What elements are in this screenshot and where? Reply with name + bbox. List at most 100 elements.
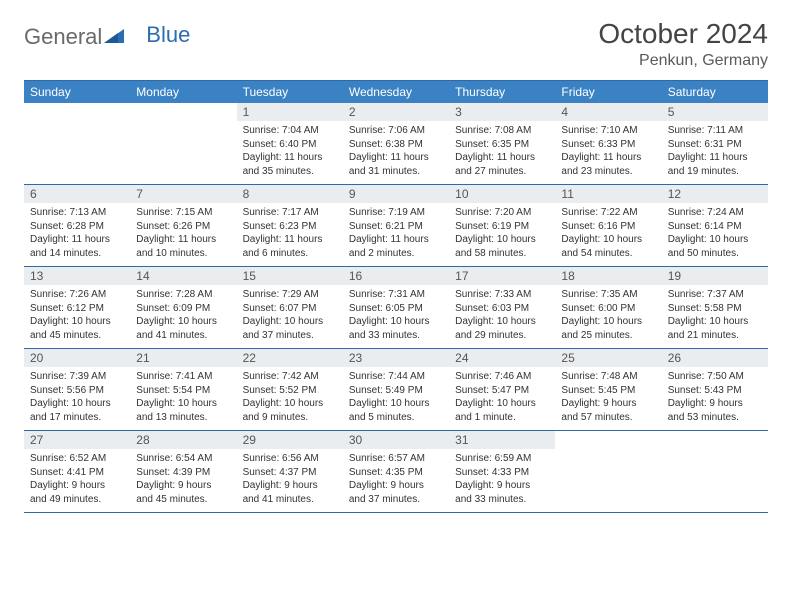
day-cell: 1Sunrise: 7:04 AMSunset: 6:40 PMDaylight… bbox=[237, 103, 343, 184]
day-cell: 14Sunrise: 7:28 AMSunset: 6:09 PMDayligh… bbox=[130, 267, 236, 348]
sunset-text: Sunset: 6:16 PM bbox=[561, 220, 655, 234]
day-number: 3 bbox=[449, 103, 555, 121]
daylight-text: Daylight: 11 hours and 19 minutes. bbox=[668, 151, 762, 178]
sunrise-text: Sunrise: 7:04 AM bbox=[243, 124, 337, 138]
day-info: Sunrise: 7:41 AMSunset: 5:54 PMDaylight:… bbox=[136, 370, 230, 424]
day-number: 22 bbox=[237, 349, 343, 367]
day-cell bbox=[24, 103, 130, 184]
sunrise-text: Sunrise: 7:24 AM bbox=[668, 206, 762, 220]
sunrise-text: Sunrise: 7:08 AM bbox=[455, 124, 549, 138]
sunset-text: Sunset: 5:47 PM bbox=[455, 384, 549, 398]
day-info: Sunrise: 7:42 AMSunset: 5:52 PMDaylight:… bbox=[243, 370, 337, 424]
daylight-text: Daylight: 11 hours and 14 minutes. bbox=[30, 233, 124, 260]
day-info: Sunrise: 7:39 AMSunset: 5:56 PMDaylight:… bbox=[30, 370, 124, 424]
sunset-text: Sunset: 6:35 PM bbox=[455, 138, 549, 152]
sunrise-text: Sunrise: 6:59 AM bbox=[455, 452, 549, 466]
sunrise-text: Sunrise: 7:35 AM bbox=[561, 288, 655, 302]
sunrise-text: Sunrise: 7:26 AM bbox=[30, 288, 124, 302]
daylight-text: Daylight: 10 hours and 25 minutes. bbox=[561, 315, 655, 342]
sunrise-text: Sunrise: 7:44 AM bbox=[349, 370, 443, 384]
sunrise-text: Sunrise: 7:15 AM bbox=[136, 206, 230, 220]
sunset-text: Sunset: 6:09 PM bbox=[136, 302, 230, 316]
sunset-text: Sunset: 4:33 PM bbox=[455, 466, 549, 480]
day-cell: 6Sunrise: 7:13 AMSunset: 6:28 PMDaylight… bbox=[24, 185, 130, 266]
daylight-text: Daylight: 10 hours and 5 minutes. bbox=[349, 397, 443, 424]
day-info: Sunrise: 7:04 AMSunset: 6:40 PMDaylight:… bbox=[243, 124, 337, 178]
day-info: Sunrise: 7:50 AMSunset: 5:43 PMDaylight:… bbox=[668, 370, 762, 424]
day-cell: 16Sunrise: 7:31 AMSunset: 6:05 PMDayligh… bbox=[343, 267, 449, 348]
sunrise-text: Sunrise: 7:31 AM bbox=[349, 288, 443, 302]
sunrise-text: Sunrise: 7:20 AM bbox=[455, 206, 549, 220]
day-info: Sunrise: 7:26 AMSunset: 6:12 PMDaylight:… bbox=[30, 288, 124, 342]
day-info: Sunrise: 7:29 AMSunset: 6:07 PMDaylight:… bbox=[243, 288, 337, 342]
daylight-text: Daylight: 10 hours and 58 minutes. bbox=[455, 233, 549, 260]
day-info: Sunrise: 6:59 AMSunset: 4:33 PMDaylight:… bbox=[455, 452, 549, 506]
daylight-text: Daylight: 10 hours and 33 minutes. bbox=[349, 315, 443, 342]
sunset-text: Sunset: 6:14 PM bbox=[668, 220, 762, 234]
daylight-text: Daylight: 10 hours and 37 minutes. bbox=[243, 315, 337, 342]
day-number: 9 bbox=[343, 185, 449, 203]
day-cell: 27Sunrise: 6:52 AMSunset: 4:41 PMDayligh… bbox=[24, 431, 130, 512]
day-info: Sunrise: 7:37 AMSunset: 5:58 PMDaylight:… bbox=[668, 288, 762, 342]
daylight-text: Daylight: 11 hours and 2 minutes. bbox=[349, 233, 443, 260]
day-cell: 2Sunrise: 7:06 AMSunset: 6:38 PMDaylight… bbox=[343, 103, 449, 184]
day-cell: 28 Sunrise: 6:54 AMSunset: 4:39 PMDayligh… bbox=[130, 431, 236, 512]
logo-word1: General bbox=[24, 24, 102, 50]
day-info: Sunrise: 6:52 AMSunset: 4:41 PMDaylight:… bbox=[30, 452, 124, 506]
sunset-text: Sunset: 6:33 PM bbox=[561, 138, 655, 152]
daylight-text: Daylight: 11 hours and 10 minutes. bbox=[136, 233, 230, 260]
day-cell: 10Sunrise: 7:20 AMSunset: 6:19 PMDayligh… bbox=[449, 185, 555, 266]
day-cell: 29Sunrise: 6:56 AMSunset: 4:37 PMDayligh… bbox=[237, 431, 343, 512]
day-info: Sunrise: 6:54 AMSunset: 4:39 PMDaylight:… bbox=[136, 452, 230, 506]
day-info: Sunrise: 7:20 AMSunset: 6:19 PMDaylight:… bbox=[455, 206, 549, 260]
day-info: Sunrise: 7:10 AMSunset: 6:33 PMDaylight:… bbox=[561, 124, 655, 178]
dow-mon: Monday bbox=[130, 81, 236, 103]
day-cell bbox=[130, 103, 236, 184]
day-cell: 30Sunrise: 6:57 AMSunset: 4:35 PMDayligh… bbox=[343, 431, 449, 512]
day-number: 16 bbox=[343, 267, 449, 285]
sunrise-text: Sunrise: 7:19 AM bbox=[349, 206, 443, 220]
sunset-text: Sunset: 5:43 PM bbox=[668, 384, 762, 398]
day-cell: 20Sunrise: 7:39 AMSunset: 5:56 PMDayligh… bbox=[24, 349, 130, 430]
sunset-text: Sunset: 6:31 PM bbox=[668, 138, 762, 152]
day-info: Sunrise: 7:15 AMSunset: 6:26 PMDaylight:… bbox=[136, 206, 230, 260]
day-number: 31 bbox=[449, 431, 555, 449]
sunset-text: Sunset: 5:58 PM bbox=[668, 302, 762, 316]
sunrise-text: Sunrise: 7:29 AM bbox=[243, 288, 337, 302]
day-number: 28 bbox=[130, 431, 236, 449]
day-cell: 4Sunrise: 7:10 AMSunset: 6:33 PMDaylight… bbox=[555, 103, 661, 184]
sunrise-text: Sunrise: 6:52 AM bbox=[30, 452, 124, 466]
logo-triangle-icon bbox=[104, 27, 124, 48]
day-info: Sunrise: 7:17 AMSunset: 6:23 PMDaylight:… bbox=[243, 206, 337, 260]
daylight-text: Daylight: 11 hours and 23 minutes. bbox=[561, 151, 655, 178]
day-cell: 24Sunrise: 7:46 AMSunset: 5:47 PMDayligh… bbox=[449, 349, 555, 430]
sunrise-text: Sunrise: 7:42 AM bbox=[243, 370, 337, 384]
day-cell: 26Sunrise: 7:50 AMSunset: 5:43 PMDayligh… bbox=[662, 349, 768, 430]
daylight-text: Daylight: 11 hours and 6 minutes. bbox=[243, 233, 337, 260]
dow-sat: Saturday bbox=[662, 81, 768, 103]
day-cell: 17Sunrise: 7:33 AMSunset: 6:03 PMDayligh… bbox=[449, 267, 555, 348]
daylight-text: Daylight: 9 hours and 53 minutes. bbox=[668, 397, 762, 424]
day-info: Sunrise: 7:19 AMSunset: 6:21 PMDaylight:… bbox=[349, 206, 443, 260]
day-number: 11 bbox=[555, 185, 661, 203]
day-info: Sunrise: 7:11 AMSunset: 6:31 PMDaylight:… bbox=[668, 124, 762, 178]
sunset-text: Sunset: 6:21 PM bbox=[349, 220, 443, 234]
sunset-text: Sunset: 6:12 PM bbox=[30, 302, 124, 316]
day-header-row: Sunday Monday Tuesday Wednesday Thursday… bbox=[24, 81, 768, 103]
calendar: Sunday Monday Tuesday Wednesday Thursday… bbox=[24, 80, 768, 513]
dow-thu: Thursday bbox=[449, 81, 555, 103]
sunset-text: Sunset: 6:38 PM bbox=[349, 138, 443, 152]
sunset-text: Sunset: 6:28 PM bbox=[30, 220, 124, 234]
day-number: 8 bbox=[237, 185, 343, 203]
day-info: Sunrise: 7:48 AMSunset: 5:45 PMDaylight:… bbox=[561, 370, 655, 424]
day-cell: 3Sunrise: 7:08 AMSunset: 6:35 PMDaylight… bbox=[449, 103, 555, 184]
logo: General Blue bbox=[24, 24, 190, 50]
sunrise-text: Sunrise: 7:50 AM bbox=[668, 370, 762, 384]
logo-word2: Blue bbox=[146, 22, 190, 48]
daylight-text: Daylight: 10 hours and 29 minutes. bbox=[455, 315, 549, 342]
day-cell: 5Sunrise: 7:11 AMSunset: 6:31 PMDaylight… bbox=[662, 103, 768, 184]
day-cell: 15Sunrise: 7:29 AMSunset: 6:07 PMDayligh… bbox=[237, 267, 343, 348]
day-cell: 22 Sunrise: 7:42 AMSunset: 5:52 PMDayligh… bbox=[237, 349, 343, 430]
sunrise-text: Sunrise: 7:28 AM bbox=[136, 288, 230, 302]
day-number: 2 bbox=[343, 103, 449, 121]
